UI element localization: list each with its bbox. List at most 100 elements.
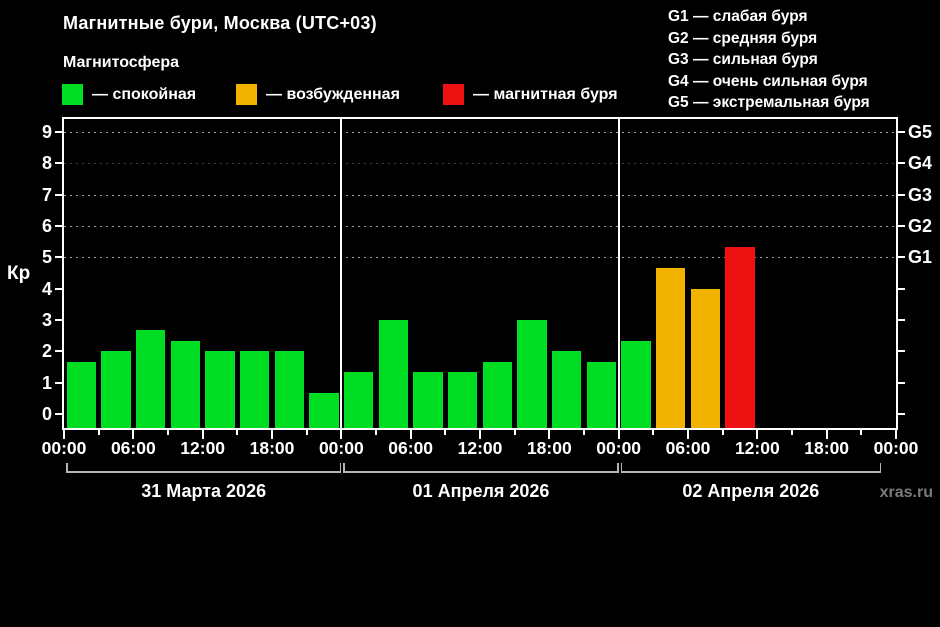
x-axis-tick (271, 430, 273, 439)
kp-bar (413, 372, 443, 428)
threshold-gridline (64, 163, 896, 165)
x-axis-tick (375, 430, 377, 435)
kp-bar (66, 361, 97, 428)
excited-color-swatch (236, 84, 257, 105)
x-tick-label: 12:00 (734, 438, 780, 458)
y-tick-label: 8 (41, 153, 52, 174)
threshold-gridline (64, 194, 896, 196)
x-axis-tick (652, 430, 655, 435)
kp-bar (309, 392, 339, 428)
y-axis-tick (898, 225, 905, 228)
y-axis-tick (55, 193, 62, 196)
y-axis-tick (55, 162, 62, 165)
y-axis-tick (898, 318, 905, 321)
kp-bar (170, 340, 201, 428)
x-axis-tick (825, 430, 828, 439)
x-axis-tick (409, 430, 412, 439)
y-axis-tick (898, 162, 905, 165)
kp-bar (378, 320, 409, 428)
g-threshold-label: G5 (908, 122, 933, 143)
y-tick-label: 1 (41, 372, 52, 393)
x-axis-tick (305, 430, 308, 435)
y-axis-tick (55, 318, 62, 321)
x-axis-tick (444, 430, 447, 435)
y-axis-tick (898, 381, 905, 384)
x-axis-tick (860, 430, 863, 435)
threshold-gridline (64, 226, 896, 228)
x-axis-tick (340, 430, 343, 439)
x-axis-tick (617, 430, 620, 439)
g-threshold-label: G4 (908, 153, 933, 174)
y-axis-tick (898, 350, 905, 353)
y-tick-label: 2 (41, 341, 52, 362)
date-bracket-end (879, 463, 881, 473)
x-tick-label: 06:00 (388, 438, 434, 458)
legend-item-excited: — возбужденная (236, 84, 400, 105)
x-tick-label: 00:00 (596, 438, 642, 458)
y-tick-label: 7 (41, 184, 52, 205)
date-bracket-end (620, 463, 623, 473)
plot-area (62, 117, 898, 430)
kp-bar (586, 361, 617, 428)
x-axis-tick (167, 430, 169, 435)
y-tick-label: 3 (41, 309, 52, 330)
y-tick-label: 9 (41, 122, 52, 143)
x-tick-label: 06:00 (665, 438, 711, 458)
storm-scale-g3: G3 — сильная буря (668, 51, 818, 68)
legend-label-excited: — возбужденная (266, 85, 400, 103)
watermark: xras.ru (879, 484, 933, 501)
x-axis-tick (895, 430, 897, 439)
x-axis-tick (791, 430, 793, 435)
y-axis-tick (898, 412, 905, 415)
date-bracket (343, 471, 619, 473)
x-axis-tick (756, 430, 759, 439)
g-threshold-label: G3 (908, 184, 933, 205)
x-axis-tick (583, 430, 585, 435)
threshold-gridline (64, 257, 896, 259)
threshold-gridline (64, 132, 896, 134)
storm-color-swatch (443, 84, 464, 105)
legend-item-quiet: — спокойная (62, 84, 196, 105)
storm-scale-g4: G4 — очень сильная буря (668, 72, 868, 90)
y-axis-title: Кр (7, 263, 31, 284)
x-tick-label: 18:00 (526, 438, 572, 458)
y-axis-tick (55, 350, 62, 353)
y-axis-tick (55, 225, 62, 228)
y-tick-label: 4 (41, 278, 52, 299)
date-label: 02 Апреля 2026 (682, 481, 820, 501)
y-axis-tick (898, 256, 905, 259)
date-bracket-end (617, 463, 619, 473)
x-tick-label: 12:00 (180, 438, 226, 458)
x-axis-tick (63, 430, 65, 439)
date-bracket-end (339, 463, 342, 473)
x-axis-tick (97, 430, 100, 435)
x-axis-tick (132, 430, 135, 439)
y-axis-tick (55, 131, 62, 134)
date-bracket-end (343, 463, 345, 473)
kp-bar (205, 351, 235, 428)
kp-bar (447, 372, 478, 428)
y-axis-tick (55, 287, 62, 290)
y-tick-label: 0 (41, 403, 52, 424)
x-axis-tick (201, 430, 204, 439)
kp-bar (101, 351, 131, 428)
y-axis-tick (55, 256, 62, 259)
storm-scale-g2: G2 — средняя буря (668, 29, 818, 47)
kp-bar (690, 288, 721, 428)
kp-bar (655, 267, 686, 428)
x-axis-tick (479, 430, 481, 439)
kp-bar (725, 247, 755, 428)
kp-bar (621, 340, 651, 428)
y-axis-tick (898, 287, 905, 290)
x-axis-tick (236, 430, 239, 435)
quiet-color-swatch (62, 84, 83, 105)
legend-item-storm: — магнитная буря (443, 84, 618, 105)
legend-label-storm: — магнитная буря (473, 85, 618, 103)
y-axis-tick (898, 193, 905, 196)
date-label: 01 Апреля 2026 (412, 481, 550, 501)
storm-scale-g1: G1 — слабая буря (668, 8, 808, 25)
x-tick-label: 00:00 (318, 438, 364, 458)
x-axis-tick (513, 430, 516, 435)
x-axis-tick (721, 430, 724, 435)
